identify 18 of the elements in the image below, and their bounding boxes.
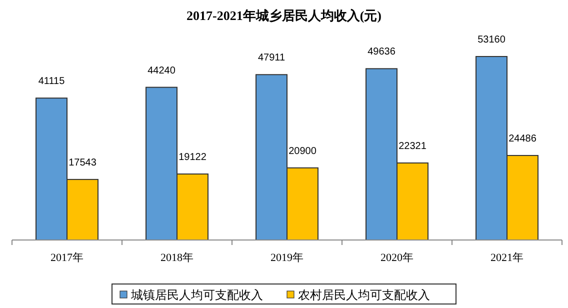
legend-label: 城镇居民人均可支配收入: [130, 288, 263, 302]
data-label: 17543: [68, 157, 97, 168]
x-tick-label: 2020年: [380, 252, 414, 264]
data-label: 19122: [178, 152, 207, 163]
data-label: 53160: [478, 34, 506, 46]
data-label: 20900: [288, 146, 317, 157]
data-label: 22321: [398, 140, 427, 152]
data-label: 49636: [368, 46, 396, 58]
data-label: 47911: [258, 52, 286, 64]
x-tick-label: 2017年: [50, 252, 84, 264]
title: 2017-2021年城乡居民人均收入(元): [186, 8, 382, 23]
legend-label: 农村居民人均可支配收入: [298, 288, 430, 302]
x-tick-label: 2019年: [270, 252, 304, 264]
data-label: 44240: [148, 65, 176, 76]
data-label: 24486: [508, 133, 537, 144]
data-label: 41115: [38, 76, 66, 88]
x-tick-label: 2018年: [160, 252, 194, 264]
x-tick-label: 2021年: [490, 252, 524, 264]
